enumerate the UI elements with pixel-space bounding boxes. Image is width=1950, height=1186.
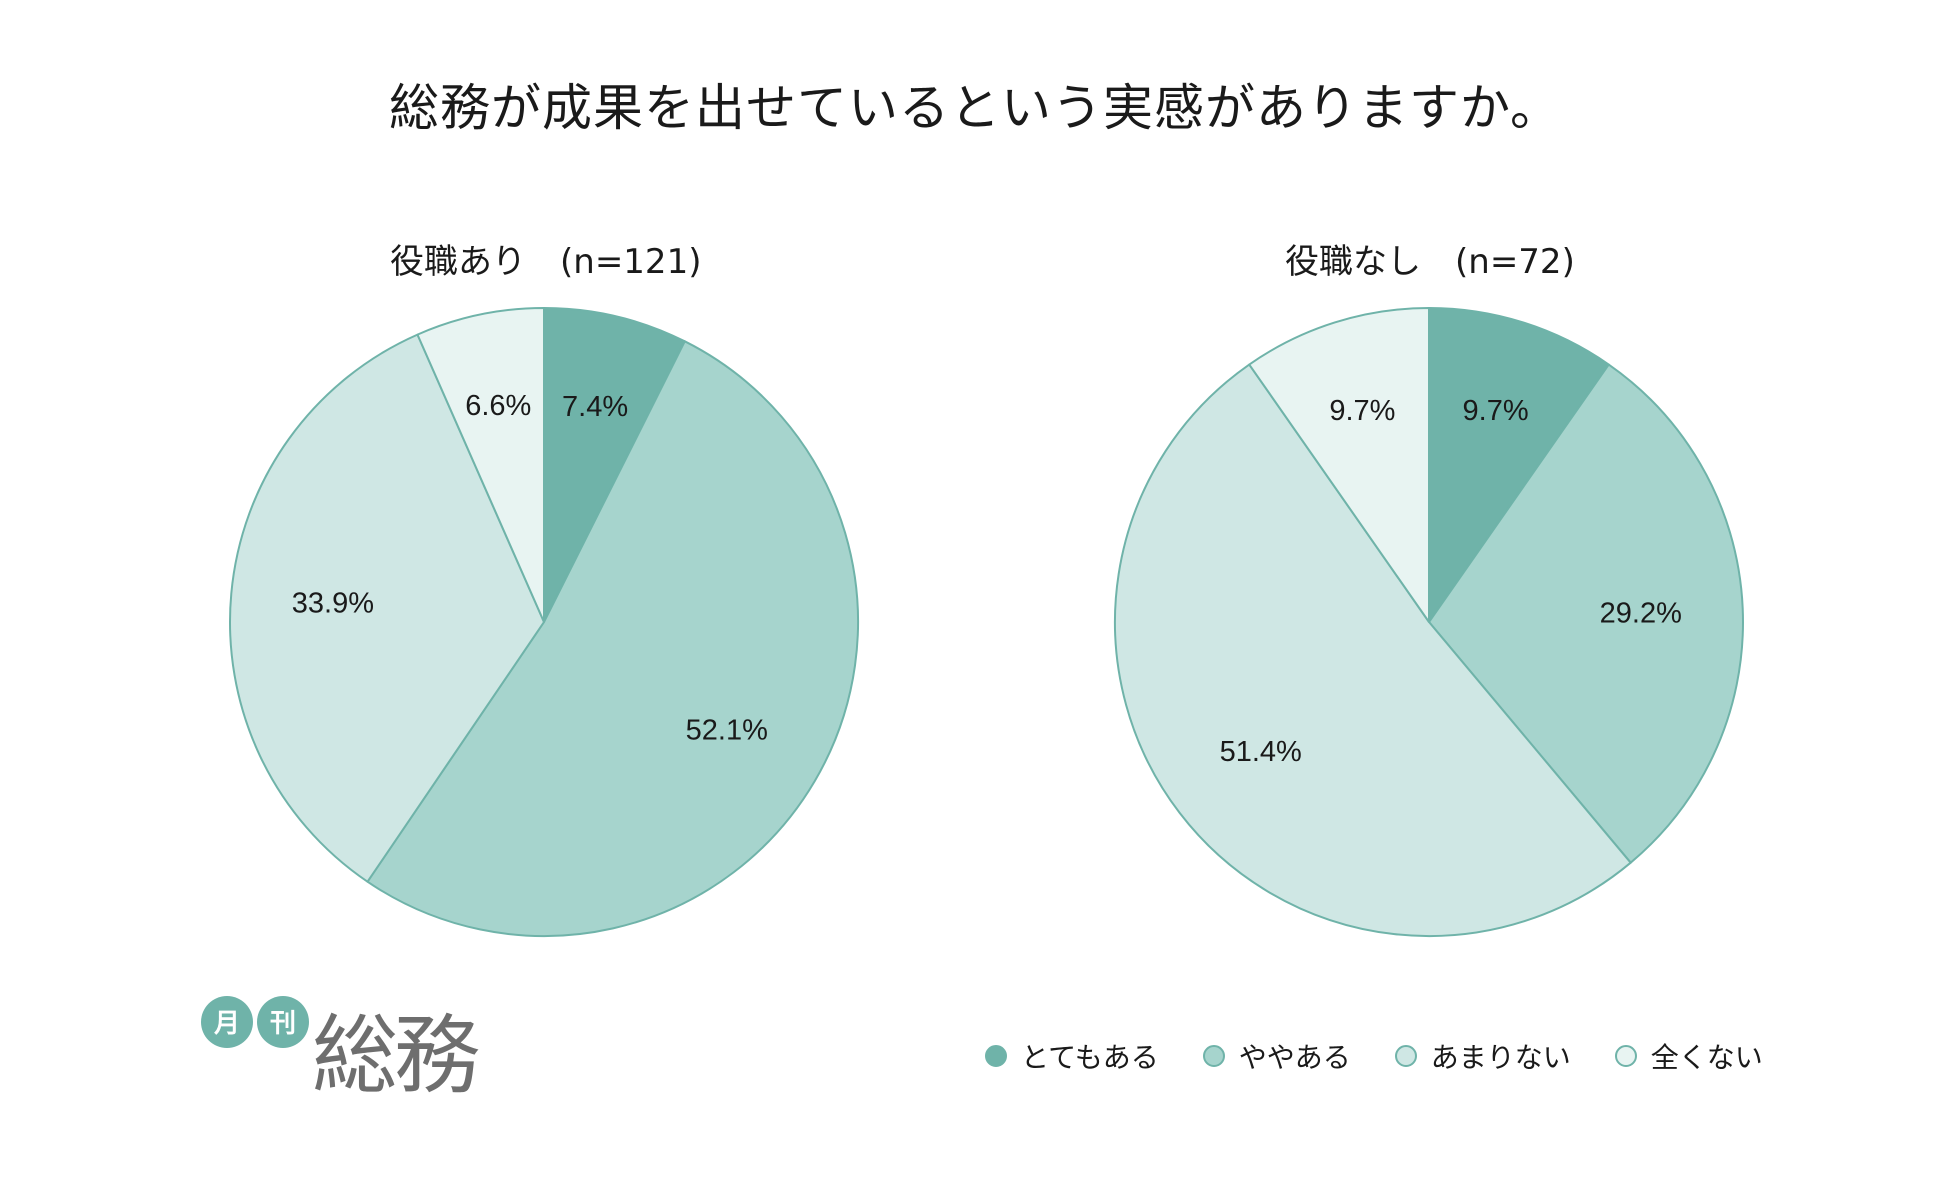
legend-label-very: とてもある	[1021, 1041, 1159, 1074]
legend-item-not-much: あまりない	[1394, 1036, 1571, 1076]
pie-label-non-managers-somewhat: 29.2%	[1600, 598, 1682, 630]
legend-label-not-at-all: 全くない	[1650, 1041, 1763, 1074]
pie-subtitle-managers: 役職あり (n=121)	[390, 242, 702, 282]
pie-slice-managers-very	[543, 307, 686, 623]
legend-label-not-much: あまりない	[1430, 1041, 1571, 1074]
pie-label-non-managers-not-much: 51.4%	[1220, 736, 1302, 768]
pie-slice-managers-not-much	[229, 333, 545, 883]
logo-badge-right-text: 刊	[270, 1009, 296, 1039]
gekkan-soumu-logo: 月 刊 総務	[201, 996, 480, 1100]
pie-chart-non-managers: 9.7% 29.2% 51.4% 9.7%	[1114, 307, 1744, 938]
chart-title: 総務が成果を出せているという実感がありますか。	[389, 79, 1561, 137]
pie-slice-managers-not-at-all	[416, 307, 545, 623]
legend-swatch-somewhat	[1202, 1045, 1225, 1067]
legend-item-somewhat: ややある	[1202, 1036, 1351, 1076]
pie-slice-non-managers-not-much	[1114, 363, 1632, 938]
pie-label-managers-not-much: 33.9%	[292, 588, 374, 620]
pie-chart-managers: 7.4% 52.1% 33.9% 6.6%	[229, 307, 859, 937]
legend-swatch-not-much	[1394, 1045, 1417, 1067]
chart-legend: とてもある ややある あまりない 全くない	[985, 1036, 1763, 1076]
pie-label-managers-somewhat: 52.1%	[686, 714, 768, 746]
pie-slice-non-managers-very	[1428, 307, 1610, 623]
legend-label-somewhat: ややある	[1238, 1041, 1351, 1074]
legend-item-not-at-all: 全くない	[1614, 1036, 1763, 1076]
logo-badge-left-text: 月	[213, 1009, 240, 1039]
pie-label-non-managers-very: 9.7%	[1463, 395, 1529, 427]
logo-badge-left	[201, 996, 253, 1048]
legend-item-very: とてもある	[985, 1036, 1159, 1076]
pie-label-managers-not-at-all: 6.6%	[465, 390, 531, 422]
pie-subtitle-non-managers: 役職なし (n=72)	[1285, 242, 1575, 282]
pie-label-managers-very: 7.4%	[562, 391, 628, 423]
pie-label-non-managers-not-at-all: 9.7%	[1329, 395, 1395, 427]
pie-slice-non-managers-not-at-all	[1248, 307, 1430, 623]
logo-wordmark: 総務	[312, 1006, 479, 1100]
legend-swatch-not-at-all	[1614, 1045, 1637, 1067]
legend-swatch-very	[985, 1045, 1007, 1067]
pie-slice-non-managers-somewhat	[1428, 363, 1744, 864]
logo-badge-right	[257, 996, 309, 1048]
pie-slice-managers-somewhat	[366, 340, 859, 937]
